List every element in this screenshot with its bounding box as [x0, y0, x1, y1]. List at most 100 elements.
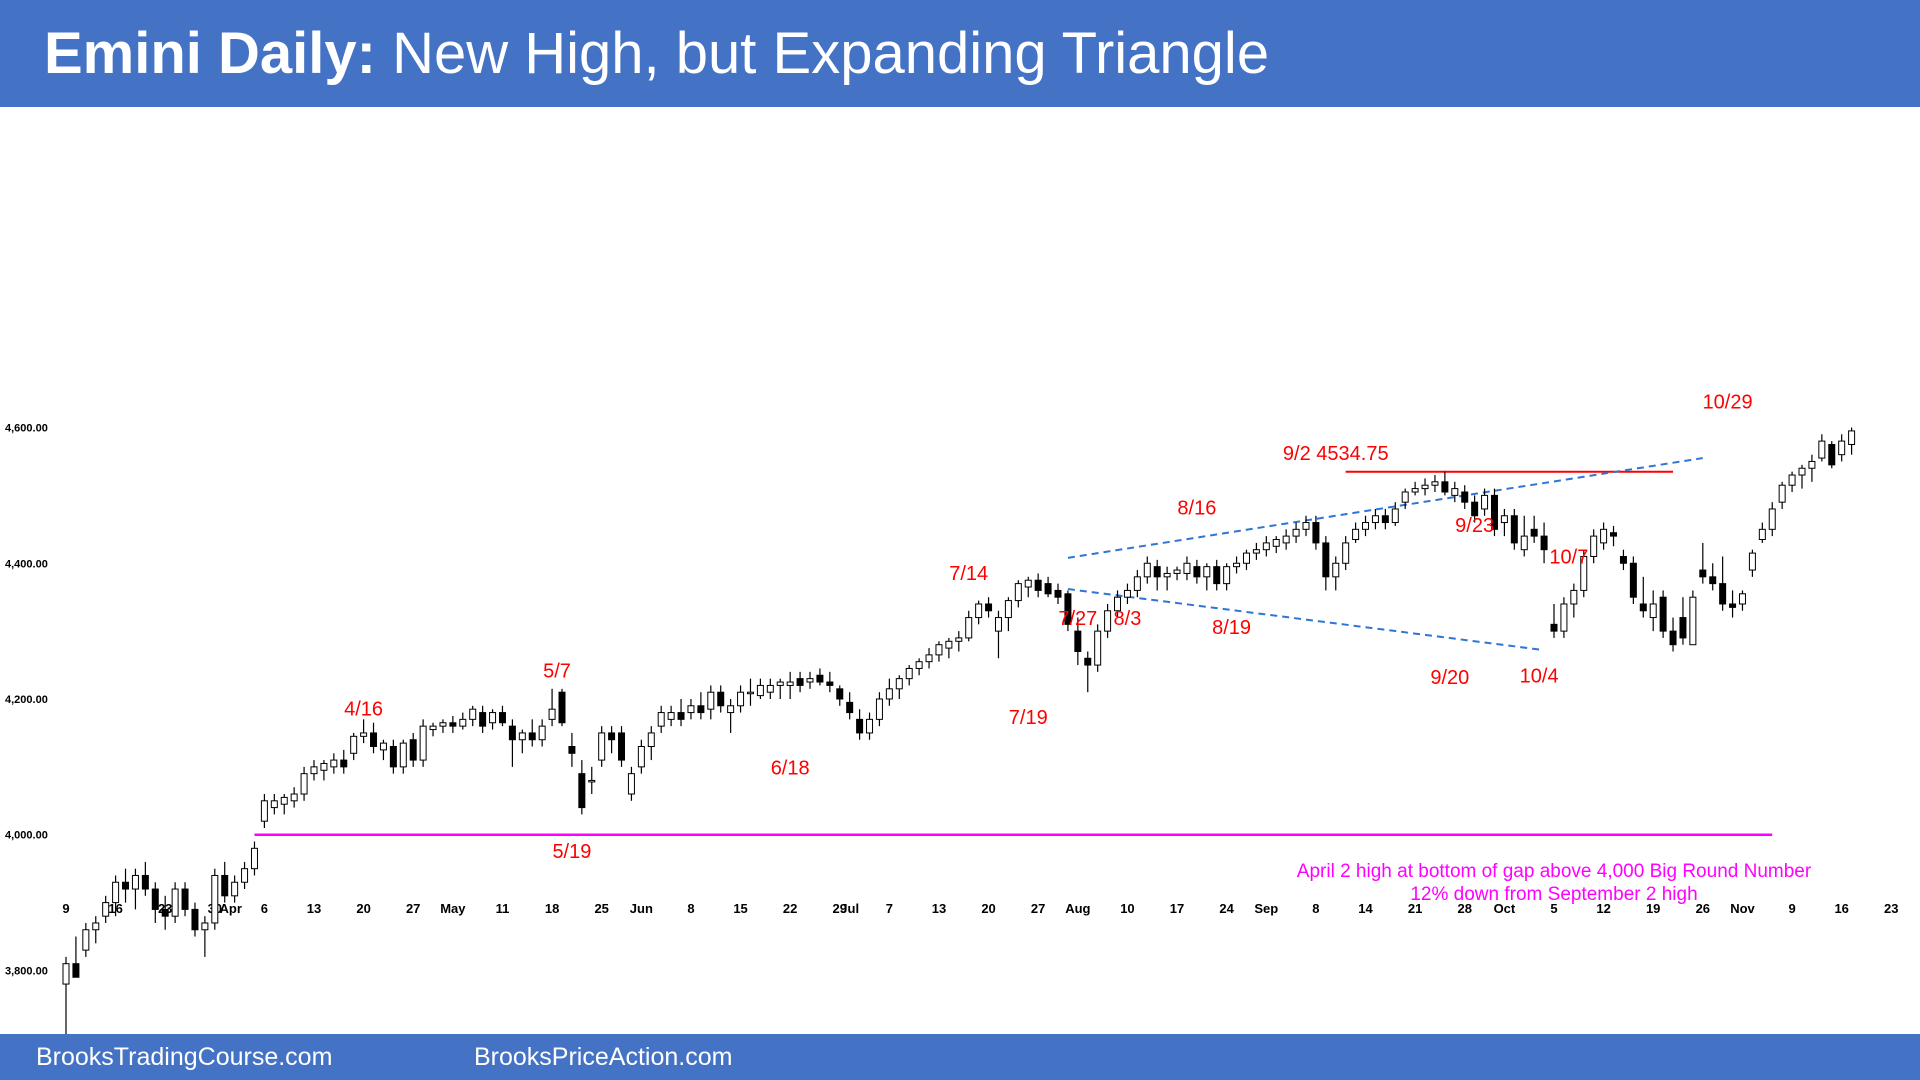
bull-candle-body [766, 684, 774, 693]
bull-candle-body [548, 708, 556, 720]
x-tick-label: Apr [220, 901, 242, 916]
x-tick-label: 8 [687, 901, 694, 916]
footer-left-link[interactable]: BrooksTradingCourse.com [36, 1043, 333, 1071]
candle [280, 794, 288, 815]
candle [1490, 488, 1498, 537]
candle [1580, 549, 1588, 598]
candle [1748, 549, 1756, 577]
candle [1352, 522, 1360, 543]
bear-candle-body [846, 701, 854, 714]
bull-candle-body [489, 712, 497, 724]
bull-candle-body [429, 725, 437, 731]
candle [1282, 529, 1290, 550]
bull-candle-body [241, 868, 249, 883]
x-tick-label: 15 [733, 901, 747, 916]
candle [856, 709, 864, 740]
annotation-label: 8/19 [1212, 617, 1251, 639]
bull-candle-body [538, 725, 546, 741]
x-tick-label: 27 [1031, 901, 1045, 916]
candle [1292, 522, 1300, 543]
candle [657, 705, 665, 733]
bull-candle-body [895, 678, 903, 690]
bear-candle-body [1034, 579, 1042, 591]
annotation-label: 10/4 [1520, 666, 1559, 688]
bull-candle-body [1431, 481, 1439, 486]
candle [1818, 434, 1826, 462]
candle [538, 719, 546, 747]
bull-candle-body [1362, 522, 1370, 530]
bull-candle-body [290, 793, 298, 802]
bull-candle-body [1292, 528, 1300, 537]
candle [161, 895, 169, 930]
bull-candle-body [925, 654, 933, 663]
candle [221, 861, 229, 903]
x-tick-label: 29 [833, 901, 847, 916]
bear-candle-body [1213, 566, 1221, 585]
bull-candle-body [92, 922, 100, 931]
bear-candle-body [1679, 617, 1687, 639]
candle [766, 678, 774, 699]
candle [389, 739, 397, 774]
candle [1193, 559, 1201, 584]
bear-candle-body [578, 773, 586, 809]
candle [1411, 481, 1419, 496]
candle [608, 726, 616, 754]
bear-candle-body [498, 712, 506, 724]
x-tick-label: May [440, 901, 466, 916]
candle [687, 699, 695, 720]
bear-candle-body [568, 746, 576, 754]
footer-right-link[interactable]: BrooksPriceAction.com [474, 1043, 733, 1071]
candle [568, 732, 576, 767]
candle [1679, 597, 1687, 645]
candle [826, 671, 834, 693]
x-tick-label: 26 [1696, 901, 1710, 916]
x-tick-label: 22 [783, 901, 797, 916]
bear-candle-body [1550, 623, 1558, 632]
lower-trendline [1067, 588, 1545, 652]
bear-candle-body [72, 963, 80, 978]
bear-candle-body [1828, 443, 1836, 466]
bull-candle-body [965, 617, 973, 639]
candle [915, 658, 923, 676]
candle [370, 722, 378, 754]
candle [1401, 488, 1409, 509]
candle [955, 631, 963, 652]
candle [102, 895, 110, 923]
bull-candle-body [598, 732, 606, 761]
candle [588, 766, 596, 795]
bear-candle-body [1054, 589, 1062, 598]
candle [737, 685, 745, 713]
candle [1014, 580, 1022, 608]
bull-candle-body [935, 644, 943, 656]
candle [1738, 590, 1746, 611]
candle [498, 705, 506, 727]
bull-candle-body [1590, 535, 1598, 557]
bear-candle-body [1490, 494, 1498, 530]
x-tick-label: 9 [1788, 901, 1795, 916]
bull-candle-body [310, 766, 318, 775]
bull-candle-body [300, 773, 308, 795]
bull-candle-body [1768, 508, 1776, 530]
x-tick-label: Nov [1730, 901, 1755, 916]
bull-candle-body [1203, 566, 1211, 578]
bear-candle-body [1441, 481, 1449, 493]
bull-candle-body [1500, 515, 1508, 524]
candle [360, 719, 368, 744]
candle [727, 699, 735, 733]
candle [1421, 478, 1429, 496]
bull-candle-body [707, 691, 715, 710]
candle [1798, 464, 1806, 489]
y-tick-label: 4,400.00 [5, 558, 48, 570]
candle [241, 861, 249, 890]
candle [1619, 549, 1627, 571]
x-tick-label: Jul [840, 901, 859, 916]
candle [1649, 590, 1657, 632]
x-tick-label: 13 [932, 901, 946, 916]
x-tick-label: 13 [307, 901, 321, 916]
candle [925, 648, 933, 669]
candle [429, 722, 437, 737]
bull-candle-body [1580, 555, 1588, 591]
bear-candle-body [528, 732, 536, 741]
annotation-label: 7/27 [1058, 608, 1097, 630]
candle [62, 956, 70, 1034]
